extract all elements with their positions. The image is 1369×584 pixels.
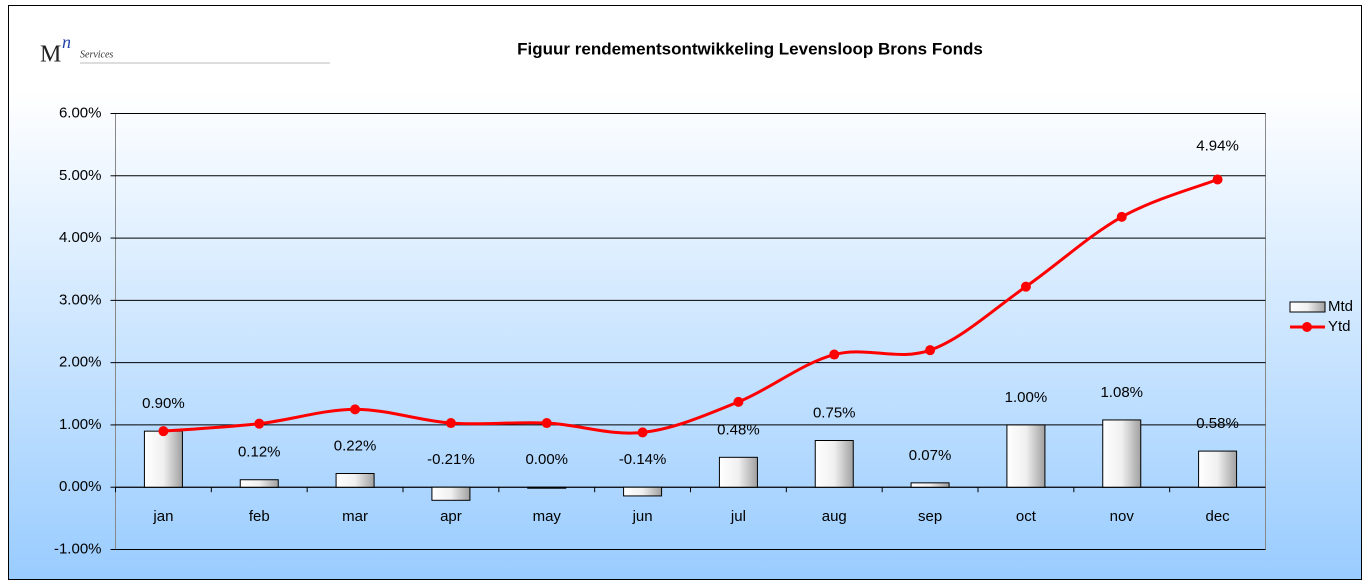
point	[158, 426, 169, 437]
legend-swatch	[1289, 301, 1326, 313]
y-tick-label: -1.00%	[54, 540, 102, 557]
data-label: 0.58%	[1196, 415, 1239, 432]
point	[1116, 211, 1127, 222]
data-label: -0.21%	[427, 451, 475, 468]
bar	[1006, 424, 1046, 488]
data-label: 0.12%	[238, 444, 281, 461]
legend-swatch	[1302, 322, 1312, 332]
x-tick-label: dec	[1205, 508, 1230, 525]
y-tick-label: 4.00%	[59, 229, 102, 246]
bar	[143, 430, 183, 488]
logo-superscript: n	[62, 32, 71, 52]
bar	[431, 486, 471, 501]
data-label: -0.14%	[619, 451, 667, 468]
point	[1020, 281, 1031, 292]
bar	[910, 482, 950, 488]
data-label: 0.00%	[525, 451, 568, 468]
x-tick-label: apr	[440, 508, 462, 525]
y-tick-label: 1.00%	[59, 416, 102, 433]
bar	[718, 456, 758, 488]
point	[541, 418, 552, 429]
y-tick-label: 3.00%	[59, 291, 102, 308]
data-label: 0.48%	[717, 421, 760, 438]
bar	[527, 486, 567, 489]
x-tick-label: nov	[1110, 508, 1135, 525]
point	[445, 418, 456, 429]
data-label: 0.90%	[142, 395, 185, 412]
point	[637, 427, 648, 438]
x-tick-label: feb	[249, 508, 270, 525]
legend-label: Mtd	[1328, 298, 1353, 315]
logo-letter: M	[40, 42, 61, 68]
data-label: 0.75%	[813, 404, 856, 421]
chart-title: Figuur rendementsontwikkeling Levensloop…	[517, 39, 983, 58]
data-label: 0.22%	[334, 437, 377, 454]
y-tick-label: 0.00%	[59, 478, 102, 495]
x-tick-label: may	[533, 508, 562, 525]
y-tick-label: 5.00%	[59, 167, 102, 184]
point	[925, 345, 936, 356]
point	[350, 404, 361, 415]
data-label: 4.94%	[1196, 137, 1239, 154]
bar	[1198, 450, 1238, 488]
point	[254, 418, 265, 429]
bar	[623, 486, 663, 497]
legend-label: Ytd	[1328, 318, 1351, 335]
x-tick-label: jun	[632, 508, 653, 525]
chart-frame	[8, 5, 1362, 580]
y-tick-label: 6.00%	[59, 104, 102, 121]
x-tick-label: oct	[1016, 508, 1037, 525]
point	[1212, 174, 1223, 185]
x-tick-label: jul	[730, 508, 746, 525]
logo-text: Services	[80, 49, 113, 60]
bar	[814, 440, 854, 488]
logo: M n Services	[40, 32, 330, 68]
data-label: 1.00%	[1005, 389, 1048, 406]
bar	[335, 473, 375, 488]
bar	[239, 479, 279, 488]
bar	[1102, 419, 1142, 488]
data-label: 0.07%	[909, 447, 952, 464]
point	[733, 396, 744, 407]
x-tick-label: sep	[918, 508, 942, 525]
y-tick-label: 2.00%	[59, 354, 102, 371]
data-label: 1.08%	[1100, 384, 1143, 401]
x-tick-label: mar	[342, 508, 368, 525]
x-tick-label: jan	[152, 508, 173, 525]
x-tick-label: aug	[822, 508, 847, 525]
point	[829, 349, 840, 360]
